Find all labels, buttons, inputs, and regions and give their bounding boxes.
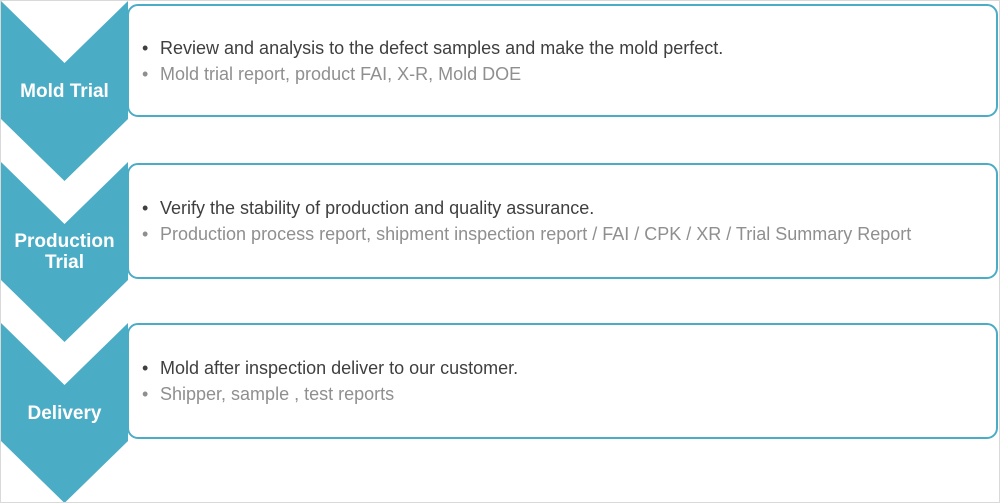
chevron-down-arrow (1, 162, 128, 342)
bullet-item-secondary: Production process report, shipment insp… (129, 221, 934, 247)
step-label-text: Mold Trial (20, 80, 109, 102)
chevron-down-arrow (1, 1, 128, 181)
step-detail-box-production-trial: Verify the stability of production and q… (127, 163, 998, 279)
step-detail-box-mold-trial: Review and analysis to the defect sample… (127, 4, 998, 117)
bullet-item-primary: Verify the stability of production and q… (129, 195, 934, 221)
step-label-mold-trial: Mold Trial (1, 63, 128, 119)
bullet-list: Verify the stability of production and q… (129, 195, 934, 247)
bullet-item-primary: Mold after inspection deliver to our cus… (129, 355, 934, 381)
step-label-text: Delivery (27, 402, 102, 424)
bullet-item-secondary: Shipper, sample , test reports (129, 381, 934, 407)
step-label-production-trial: Production Trial (1, 224, 128, 280)
step-label-text: Production Trial (14, 231, 115, 273)
bullet-list: Mold after inspection deliver to our cus… (129, 355, 934, 407)
bullet-item-secondary: Mold trial report, product FAI, X-R, Mol… (129, 61, 934, 87)
bullet-item-primary: Review and analysis to the defect sample… (129, 35, 934, 61)
step-detail-box-delivery: Mold after inspection deliver to our cus… (127, 323, 998, 439)
bullet-list: Review and analysis to the defect sample… (129, 35, 934, 87)
chevron-down-arrow (1, 323, 128, 502)
step-label-delivery: Delivery (1, 385, 128, 441)
